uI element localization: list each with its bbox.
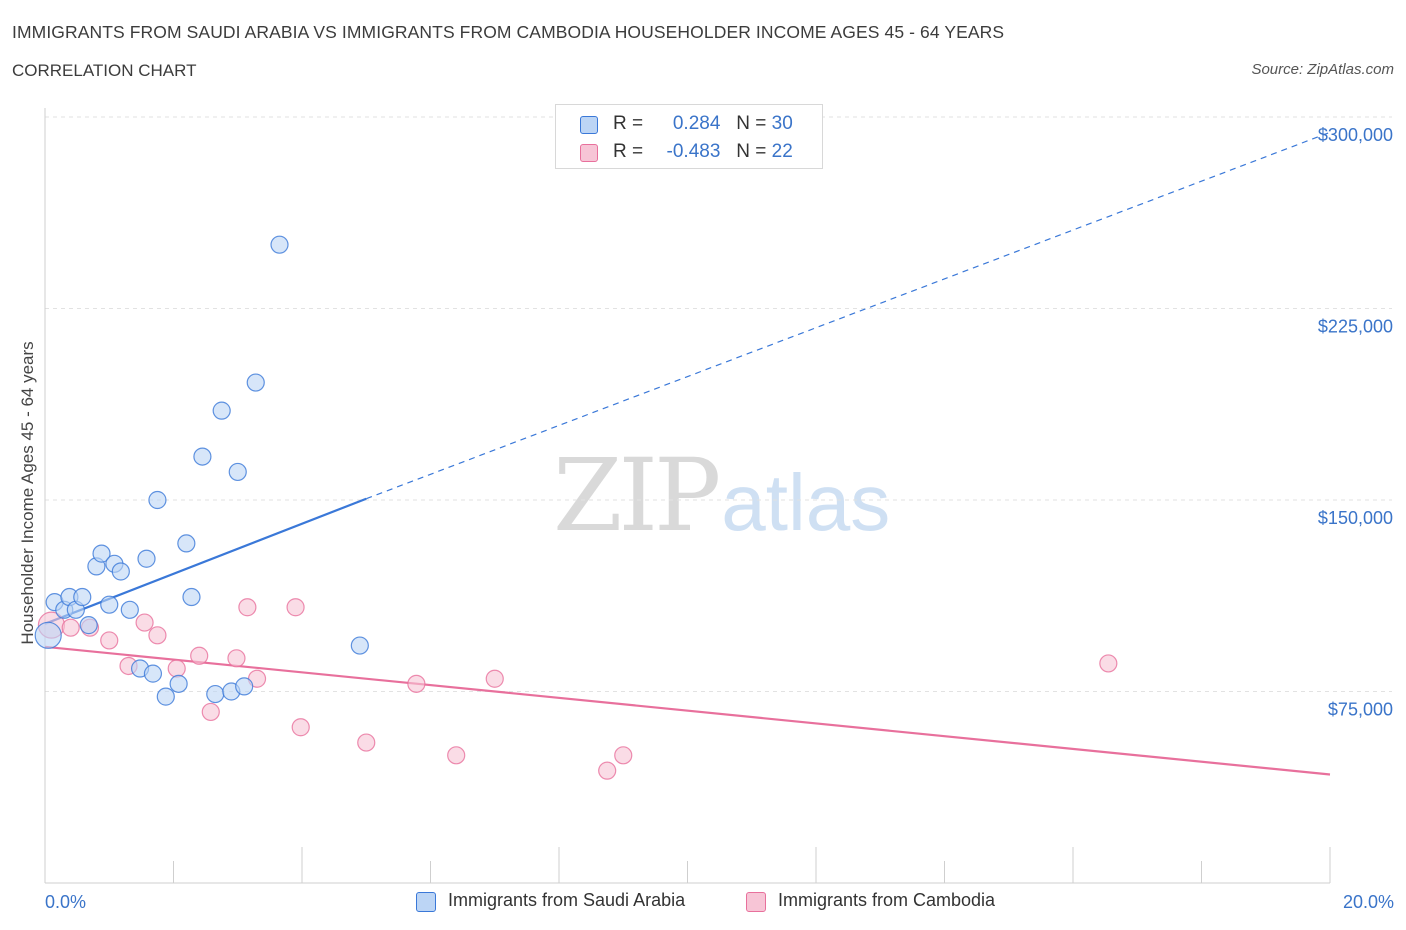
data-point-saudi — [111, 562, 130, 581]
n-label: N = — [736, 113, 767, 134]
data-point-cambodia — [148, 626, 167, 645]
legend-swatch-saudi — [580, 116, 598, 134]
x-tick-label-min: 0.0% — [45, 892, 87, 912]
data-point-saudi — [182, 587, 201, 607]
n-value: 30 — [771, 113, 793, 134]
zipatlas-watermark: ZIPatlas — [553, 437, 890, 554]
data-point-saudi — [206, 684, 225, 704]
y-tick-label: $300,000 — [1318, 125, 1393, 145]
data-point-saudi — [246, 373, 265, 392]
series-swatch-saudi — [416, 892, 436, 912]
data-point-saudi — [120, 600, 139, 619]
data-point-cambodia — [447, 746, 466, 765]
n-value: 22 — [771, 141, 793, 162]
y-tick-label: $75,000 — [1328, 700, 1393, 720]
data-point-saudi — [270, 235, 289, 254]
axes — [44, 108, 1331, 884]
legend-text-cambodia: R = -0.483 N = 22 — [613, 141, 793, 163]
y-tick-label: $150,000 — [1318, 508, 1393, 528]
data-point-cambodia — [100, 631, 119, 650]
data-point-cambodia — [286, 598, 305, 617]
data-point-saudi — [148, 490, 167, 510]
gridlines — [45, 116, 1392, 692]
data-point-saudi — [177, 534, 196, 553]
data-point-saudi — [79, 616, 98, 635]
n-label: N = — [736, 141, 767, 162]
legend-swatch-cambodia — [580, 144, 598, 162]
data-point-cambodia — [407, 674, 426, 693]
data-point-saudi — [92, 544, 111, 563]
trend-line-saudi — [44, 497, 367, 625]
data-points — [34, 235, 1118, 780]
legend-text-saudi: R = 0.284 N = 30 — [613, 113, 793, 135]
series-swatch-cambodia — [746, 892, 766, 912]
r-label: R = — [613, 113, 644, 134]
data-point-cambodia — [614, 746, 633, 765]
data-point-cambodia — [238, 598, 257, 617]
data-point-cambodia — [135, 613, 154, 632]
data-point-cambodia — [227, 649, 246, 668]
data-point-cambodia — [357, 733, 376, 752]
data-point-saudi — [143, 664, 163, 683]
data-point-saudi — [169, 674, 188, 693]
trend-line-cambodia — [44, 645, 1331, 776]
data-point-saudi — [137, 549, 156, 568]
trend-line-extension-saudi — [366, 131, 1331, 500]
watermark-zip: ZIP — [553, 437, 721, 554]
source-credit: Source: ZipAtlas.com — [1251, 61, 1394, 78]
r-value: 0.284 — [672, 113, 721, 134]
data-point-cambodia — [190, 646, 209, 665]
data-point-saudi — [156, 687, 175, 706]
trend-lines — [44, 131, 1331, 776]
y-axis-title: Householder Income Ages 45 - 64 years — [18, 341, 37, 645]
watermark-atlas: atlas — [721, 458, 891, 547]
data-point-cambodia — [485, 669, 504, 688]
r-value: -0.483 — [666, 141, 721, 162]
data-point-saudi — [34, 621, 62, 649]
x-tick-label-max: 20.0% — [1342, 892, 1394, 912]
r-label: R = — [613, 141, 644, 162]
data-point-saudi — [235, 677, 254, 696]
data-point-saudi — [193, 447, 212, 466]
chart-subtitle: CORRELATION CHART — [12, 61, 197, 80]
data-point-saudi — [350, 636, 369, 655]
data-point-cambodia — [167, 659, 186, 678]
data-point-saudi — [228, 462, 247, 482]
data-point-cambodia — [61, 618, 80, 637]
correlation-legend: R = 0.284 N = 30 R = -0.483 N = 22 — [555, 104, 823, 169]
series-label-saudi: Immigrants from Saudi Arabia — [448, 890, 686, 910]
series-label-cambodia: Immigrants from Cambodia — [778, 890, 996, 910]
data-point-cambodia — [201, 702, 220, 722]
data-point-cambodia — [291, 718, 310, 737]
data-point-saudi — [73, 587, 92, 607]
data-point-cambodia — [1099, 654, 1118, 673]
data-point-saudi — [212, 401, 231, 420]
data-point-saudi — [100, 595, 119, 614]
chart-title: IMMIGRANTS FROM SAUDI ARABIA VS IMMIGRAN… — [12, 22, 1005, 42]
y-tick-labels: $75,000 $150,000 $225,000 $300,000 — [1318, 125, 1393, 720]
data-point-cambodia — [598, 761, 617, 780]
y-tick-label: $225,000 — [1318, 317, 1393, 337]
